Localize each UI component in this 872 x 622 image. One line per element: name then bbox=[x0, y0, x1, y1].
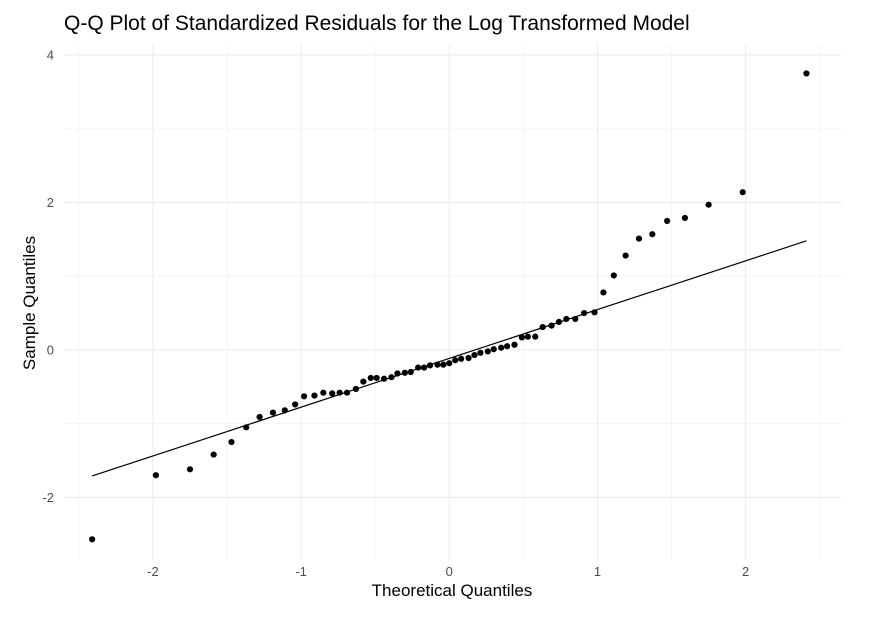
y-tick-label: 4 bbox=[47, 48, 54, 63]
qq-point bbox=[591, 309, 598, 316]
qq-point bbox=[539, 323, 546, 331]
qq-point bbox=[401, 369, 408, 376]
y-axis-ticks: -2 0 2 4 bbox=[42, 48, 54, 505]
qq-point bbox=[329, 390, 336, 397]
qq-point bbox=[681, 214, 689, 222]
qq-point bbox=[458, 355, 465, 362]
qq-point bbox=[563, 315, 570, 323]
chart-title: Q-Q Plot of Standardized Residuals for t… bbox=[64, 12, 690, 35]
qq-point bbox=[498, 344, 505, 351]
qq-point bbox=[803, 70, 810, 77]
y-tick-label: 0 bbox=[47, 342, 54, 357]
qq-point bbox=[649, 231, 656, 238]
qq-point bbox=[380, 375, 388, 382]
qq-point bbox=[360, 378, 367, 385]
qq-point bbox=[532, 333, 539, 340]
qq-point bbox=[465, 354, 472, 362]
y-axis-title: Sample Quantiles bbox=[20, 236, 39, 370]
qq-point bbox=[281, 407, 288, 414]
x-axis-title: Theoretical Quantiles bbox=[372, 581, 533, 600]
qq-point bbox=[600, 289, 607, 296]
qq-point bbox=[471, 351, 478, 359]
qq-point bbox=[373, 374, 380, 382]
qq-point bbox=[343, 389, 351, 396]
qq-point bbox=[292, 401, 299, 408]
qq-point bbox=[415, 364, 422, 371]
qq-point bbox=[452, 357, 459, 364]
qq-point bbox=[622, 252, 629, 259]
x-tick-label: 1 bbox=[594, 564, 601, 579]
qq-point bbox=[484, 348, 491, 355]
qq-point bbox=[511, 341, 518, 348]
qq-point bbox=[572, 315, 579, 323]
qq-point bbox=[421, 364, 428, 371]
qq-point bbox=[352, 385, 360, 393]
qq-point bbox=[490, 346, 497, 353]
qq-point bbox=[89, 536, 96, 543]
qq-point bbox=[635, 235, 643, 242]
qq-point bbox=[388, 374, 395, 381]
qq-point bbox=[186, 466, 194, 473]
qq-point bbox=[320, 389, 327, 396]
minor-gridlines bbox=[64, 44, 842, 560]
x-tick-label: -1 bbox=[295, 564, 307, 579]
qq-point bbox=[269, 409, 277, 416]
qq-point bbox=[664, 217, 671, 225]
qq-point bbox=[555, 318, 563, 326]
x-tick-label: 2 bbox=[742, 564, 749, 579]
qq-point bbox=[407, 368, 414, 376]
x-tick-label: -2 bbox=[147, 564, 159, 579]
qq-point bbox=[256, 413, 263, 421]
y-tick-label: -2 bbox=[42, 490, 54, 505]
qq-point bbox=[311, 392, 318, 399]
qq-point bbox=[426, 362, 434, 369]
qq-point bbox=[210, 451, 217, 458]
qq-point bbox=[581, 309, 588, 317]
qq-point bbox=[152, 472, 159, 479]
reference-line-layer bbox=[91, 240, 807, 477]
qq-point bbox=[300, 393, 308, 400]
y-tick-label: 2 bbox=[47, 195, 54, 210]
qq-point bbox=[243, 424, 250, 431]
qq-point bbox=[446, 360, 453, 367]
data-points bbox=[89, 70, 810, 543]
qq-point bbox=[367, 374, 374, 382]
qq-point bbox=[524, 333, 531, 340]
qq-reference-line bbox=[91, 240, 807, 477]
qq-point bbox=[548, 322, 555, 329]
qq-point bbox=[228, 438, 235, 446]
qq-point bbox=[610, 272, 617, 279]
x-tick-label: 0 bbox=[446, 564, 453, 579]
qq-point bbox=[739, 189, 746, 196]
x-axis-ticks: -2 -1 0 1 2 bbox=[147, 564, 749, 579]
qq-point bbox=[336, 389, 343, 396]
qq-point bbox=[503, 343, 511, 350]
major-gridlines bbox=[64, 44, 842, 560]
qq-point bbox=[518, 334, 526, 341]
qq-point bbox=[705, 201, 712, 208]
qq-point bbox=[434, 361, 441, 368]
qq-point bbox=[440, 361, 447, 368]
qq-point bbox=[477, 349, 484, 356]
qq-point bbox=[394, 370, 401, 377]
